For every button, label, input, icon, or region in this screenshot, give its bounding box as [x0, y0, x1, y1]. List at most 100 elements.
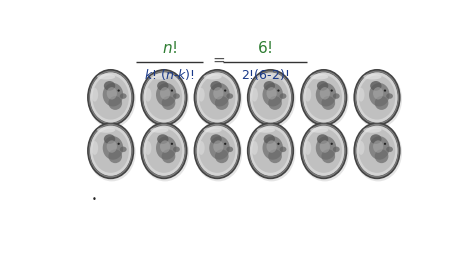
- Ellipse shape: [198, 141, 205, 155]
- Ellipse shape: [316, 83, 336, 106]
- Ellipse shape: [264, 134, 275, 144]
- Ellipse shape: [104, 81, 115, 91]
- Ellipse shape: [359, 128, 395, 173]
- Ellipse shape: [364, 74, 382, 80]
- Ellipse shape: [320, 140, 330, 153]
- Ellipse shape: [304, 141, 311, 155]
- Ellipse shape: [333, 93, 340, 99]
- Ellipse shape: [306, 75, 342, 120]
- Ellipse shape: [103, 83, 123, 106]
- Ellipse shape: [257, 74, 275, 80]
- Ellipse shape: [354, 123, 400, 178]
- Ellipse shape: [104, 134, 115, 144]
- Ellipse shape: [171, 143, 173, 145]
- Text: •: •: [91, 195, 97, 204]
- Ellipse shape: [196, 72, 238, 123]
- Ellipse shape: [143, 72, 185, 123]
- Ellipse shape: [88, 70, 134, 125]
- Ellipse shape: [156, 136, 176, 160]
- Ellipse shape: [301, 70, 349, 128]
- Ellipse shape: [303, 72, 345, 123]
- Ellipse shape: [91, 141, 98, 155]
- Ellipse shape: [301, 70, 346, 125]
- Ellipse shape: [224, 143, 226, 145]
- Ellipse shape: [321, 149, 335, 163]
- Ellipse shape: [317, 81, 328, 91]
- Ellipse shape: [310, 74, 328, 80]
- Ellipse shape: [141, 123, 189, 181]
- Ellipse shape: [386, 147, 393, 152]
- Ellipse shape: [146, 75, 182, 120]
- Ellipse shape: [194, 123, 240, 178]
- Ellipse shape: [333, 147, 340, 152]
- Ellipse shape: [118, 143, 120, 145]
- Ellipse shape: [358, 88, 365, 102]
- Ellipse shape: [321, 96, 335, 110]
- Ellipse shape: [359, 75, 395, 120]
- Ellipse shape: [354, 70, 400, 125]
- Ellipse shape: [196, 125, 238, 176]
- Ellipse shape: [330, 89, 333, 92]
- Ellipse shape: [369, 83, 390, 106]
- Ellipse shape: [301, 123, 349, 181]
- Ellipse shape: [173, 147, 180, 152]
- Ellipse shape: [310, 127, 328, 133]
- Ellipse shape: [248, 123, 293, 178]
- Ellipse shape: [375, 149, 388, 163]
- Ellipse shape: [107, 140, 117, 153]
- Ellipse shape: [91, 88, 98, 102]
- Ellipse shape: [162, 149, 175, 163]
- Ellipse shape: [213, 87, 223, 99]
- Ellipse shape: [226, 147, 233, 152]
- Ellipse shape: [224, 89, 226, 92]
- Ellipse shape: [143, 125, 185, 176]
- Ellipse shape: [303, 125, 345, 176]
- Ellipse shape: [199, 128, 236, 173]
- Ellipse shape: [226, 93, 233, 99]
- Ellipse shape: [160, 87, 170, 99]
- Ellipse shape: [386, 93, 393, 99]
- Ellipse shape: [141, 123, 187, 178]
- Ellipse shape: [209, 136, 230, 160]
- Ellipse shape: [264, 81, 275, 91]
- Ellipse shape: [145, 88, 151, 102]
- Ellipse shape: [198, 88, 205, 102]
- Ellipse shape: [356, 72, 398, 123]
- Ellipse shape: [150, 127, 168, 133]
- Ellipse shape: [150, 74, 168, 80]
- Ellipse shape: [306, 128, 342, 173]
- Ellipse shape: [317, 134, 328, 144]
- Ellipse shape: [162, 96, 175, 110]
- Ellipse shape: [213, 140, 223, 153]
- Ellipse shape: [277, 143, 280, 145]
- Ellipse shape: [330, 143, 333, 145]
- Ellipse shape: [268, 96, 282, 110]
- Ellipse shape: [248, 70, 293, 125]
- Text: =: =: [213, 53, 226, 68]
- Ellipse shape: [320, 87, 330, 99]
- Ellipse shape: [247, 70, 295, 128]
- Ellipse shape: [103, 136, 123, 160]
- Ellipse shape: [141, 70, 189, 128]
- Text: $\mathit{k}$! $(\mathit{n}$-$\mathit{k})$!: $\mathit{k}$! $(\mathit{n}$-$\mathit{k})…: [144, 68, 195, 82]
- Ellipse shape: [370, 134, 382, 144]
- Ellipse shape: [384, 143, 386, 145]
- Ellipse shape: [373, 87, 383, 99]
- Ellipse shape: [249, 125, 292, 176]
- Ellipse shape: [145, 141, 151, 155]
- Ellipse shape: [210, 134, 222, 144]
- Ellipse shape: [301, 123, 346, 178]
- Ellipse shape: [97, 127, 115, 133]
- Ellipse shape: [251, 141, 258, 155]
- Ellipse shape: [280, 93, 286, 99]
- Ellipse shape: [194, 70, 242, 128]
- Text: $6$!: $6$!: [257, 40, 273, 56]
- Ellipse shape: [107, 87, 117, 99]
- Ellipse shape: [97, 74, 115, 80]
- Ellipse shape: [92, 128, 129, 173]
- Ellipse shape: [88, 70, 136, 128]
- Ellipse shape: [251, 88, 258, 102]
- Ellipse shape: [247, 123, 295, 181]
- Ellipse shape: [358, 141, 365, 155]
- Ellipse shape: [263, 136, 283, 160]
